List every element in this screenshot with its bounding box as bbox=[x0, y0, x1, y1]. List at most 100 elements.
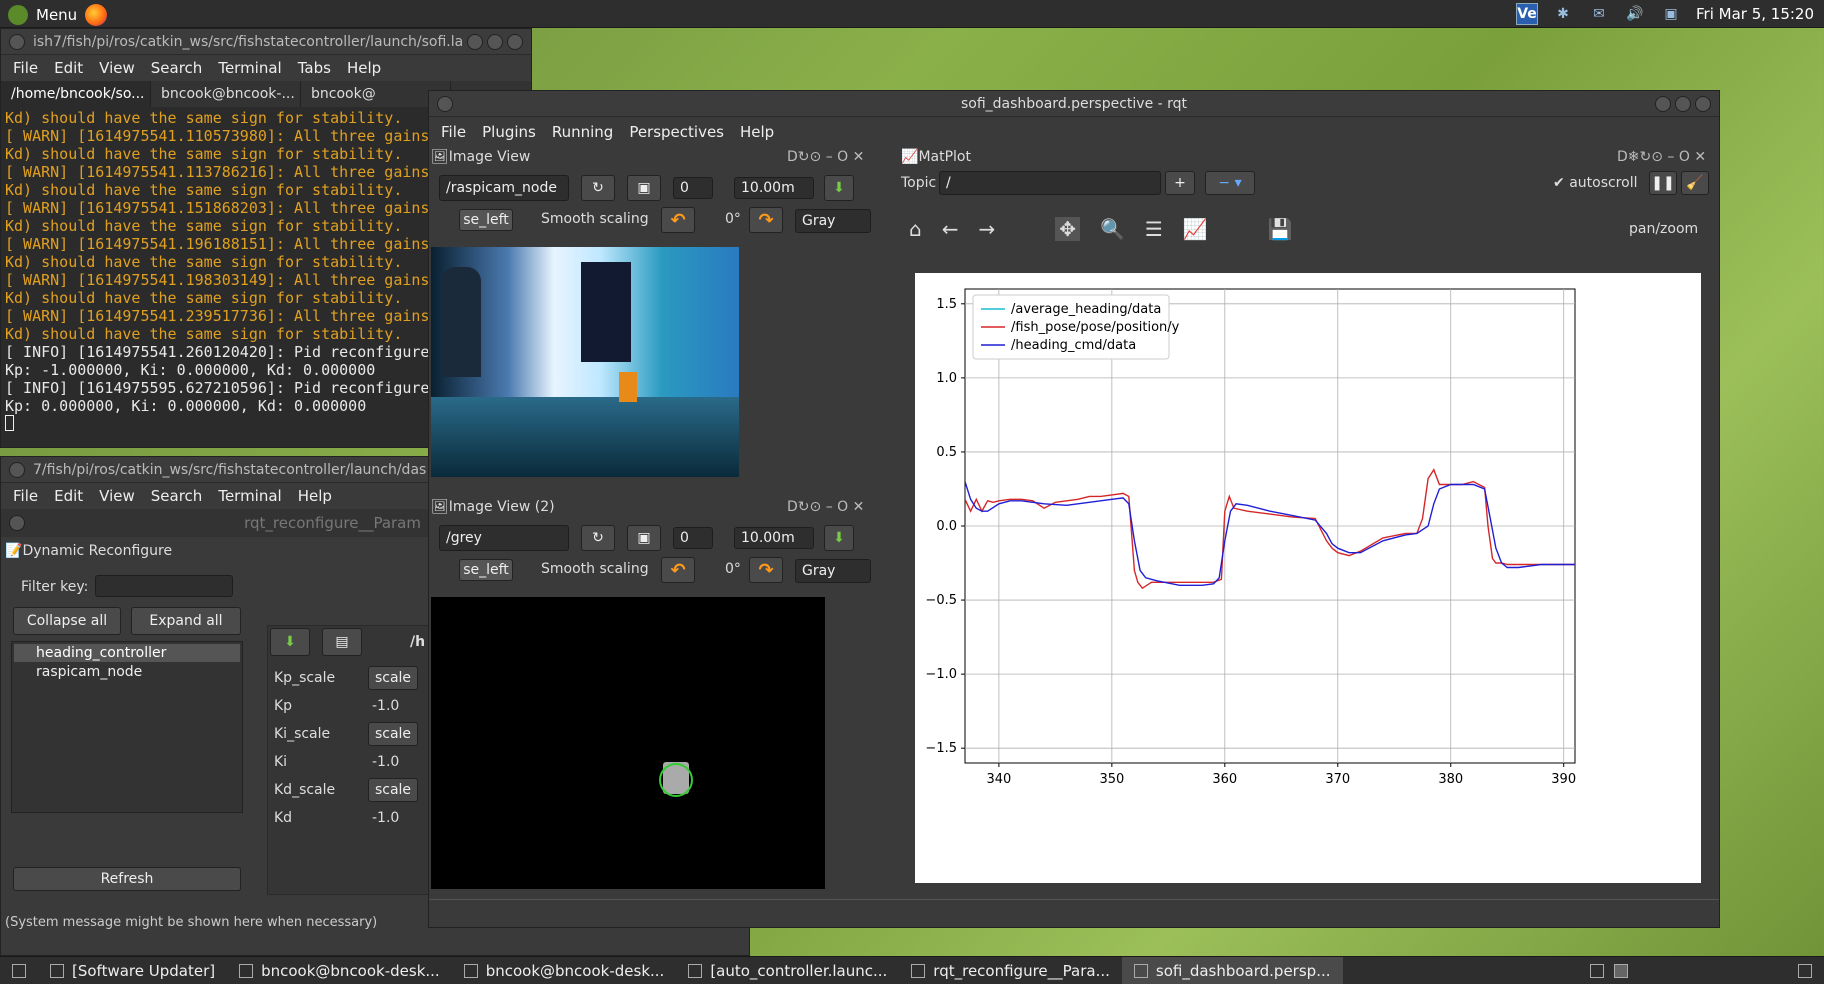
close-icon[interactable] bbox=[437, 96, 453, 112]
save-image-icon[interactable]: ▣ bbox=[627, 175, 661, 201]
t1-menu-view[interactable]: View bbox=[99, 59, 135, 77]
dock-controls[interactable]: D↻⊙ – O ✕ bbox=[787, 149, 865, 165]
workspace-switcher[interactable] bbox=[1590, 963, 1824, 978]
distance-spinbox[interactable]: 10.00m bbox=[734, 527, 814, 549]
home-icon[interactable]: ⌂ bbox=[909, 217, 922, 241]
workspace-1-icon[interactable] bbox=[1590, 963, 1604, 978]
rqt-menu-plugins[interactable]: Plugins bbox=[482, 123, 536, 141]
colormap-select[interactable]: Gray bbox=[795, 209, 871, 233]
minimize-icon[interactable] bbox=[1655, 96, 1671, 112]
smooth-scaling-checkbox[interactable]: Smooth scaling bbox=[541, 211, 649, 227]
topic-select[interactable]: /raspicam_node bbox=[439, 175, 569, 201]
terminal1-titlebar[interactable]: ish7/fish/pi/ros/catkin_ws/src/fishstate… bbox=[1, 29, 531, 55]
close-icon[interactable] bbox=[9, 515, 25, 531]
colormap-select[interactable]: Gray bbox=[795, 559, 871, 583]
back-icon[interactable]: ← bbox=[941, 217, 959, 241]
pan-icon[interactable]: ✥ bbox=[1055, 217, 1080, 241]
publish-icon[interactable]: ⬇ bbox=[824, 175, 854, 201]
chat-icon[interactable]: ✉ bbox=[1593, 6, 1605, 22]
t2-menu-edit[interactable]: Edit bbox=[54, 487, 84, 505]
param-scale-button[interactable]: scale bbox=[368, 666, 418, 690]
remove-topic-icon[interactable]: − ▾ bbox=[1205, 171, 1255, 195]
volume-icon[interactable]: 🔊 bbox=[1626, 6, 1644, 22]
dock-controls[interactable]: D↻⊙ – O ✕ bbox=[787, 499, 865, 515]
rqt-menu-file[interactable]: File bbox=[441, 123, 467, 141]
firefox-icon[interactable] bbox=[85, 4, 108, 26]
rqt-menu-perspectives[interactable]: Perspectives bbox=[629, 123, 724, 141]
terminal-tab[interactable]: bncook@bncook-...✕ bbox=[151, 81, 301, 107]
tree-item-raspicam-node[interactable]: raspicam_node bbox=[36, 664, 143, 680]
clear-icon[interactable]: 🧹 bbox=[1681, 171, 1709, 195]
minimize-icon[interactable] bbox=[467, 33, 483, 50]
topic-select[interactable]: /grey bbox=[439, 525, 569, 551]
plot-canvas[interactable]: 340 350 360 370 380 390 1.5 1.0 0.5 0.0 −0.5 −1.0 −1… bbox=[915, 273, 1701, 883]
save-image-icon[interactable]: ▣ bbox=[627, 525, 661, 551]
t2-menu-view[interactable]: View bbox=[99, 487, 135, 505]
configure-icon[interactable]: ☰ bbox=[1144, 217, 1163, 241]
refresh-button[interactable]: Refresh bbox=[13, 867, 241, 891]
save-icon[interactable]: ⬇ bbox=[270, 628, 310, 656]
start-menu[interactable]: Menu bbox=[8, 4, 108, 26]
close-icon[interactable] bbox=[9, 461, 25, 478]
expand-all-button[interactable]: Expand all bbox=[131, 607, 241, 635]
param-value[interactable]: -1.0 bbox=[372, 810, 400, 826]
rotate-right-icon[interactable]: ↷ bbox=[749, 207, 783, 233]
plot-svg[interactable]: 340 350 360 370 380 390 1.5 1.0 0.5 0.0 −0.5 −1.0 −1… bbox=[915, 273, 1701, 883]
filter-input[interactable] bbox=[95, 575, 233, 597]
t2-menu-help[interactable]: Help bbox=[297, 487, 332, 505]
close-icon[interactable] bbox=[1695, 96, 1711, 112]
collapse-all-button[interactable]: Collapse all bbox=[13, 607, 121, 635]
forward-icon[interactable]: → bbox=[978, 217, 996, 241]
show-desktop-icon[interactable] bbox=[0, 957, 38, 984]
t1-menu-file[interactable]: File bbox=[13, 59, 39, 77]
taskbar-item[interactable]: [Software Updater] bbox=[38, 957, 227, 984]
t1-menu-terminal[interactable]: Terminal bbox=[218, 59, 282, 77]
publish-icon[interactable]: ⬇ bbox=[824, 525, 854, 551]
t2-menu-terminal[interactable]: Terminal bbox=[218, 487, 282, 505]
mouse-topic-field[interactable]: se_left bbox=[459, 209, 513, 231]
close-icon[interactable] bbox=[507, 33, 523, 50]
num-gridlines-spinbox[interactable]: 0 bbox=[673, 527, 713, 549]
dock-controls[interactable]: D❄↻⊙ – O ✕ bbox=[1617, 149, 1707, 165]
axes-icon[interactable]: 📈 bbox=[1182, 217, 1208, 241]
num-gridlines-spinbox[interactable]: 0 bbox=[673, 177, 713, 199]
rqt-titlebar[interactable]: sofi_dashboard.perspective - rqt bbox=[429, 91, 1719, 117]
t1-menu-tabs[interactable]: Tabs bbox=[297, 59, 331, 77]
t2-menu-file[interactable]: File bbox=[13, 487, 39, 505]
t1-menu-search[interactable]: Search bbox=[150, 59, 203, 77]
taskbar-item[interactable]: sofi_dashboard.persp... bbox=[1121, 956, 1343, 984]
taskbar-item[interactable]: bncook@bncook-desk... bbox=[452, 957, 677, 984]
param-value[interactable]: -1.0 bbox=[372, 754, 400, 770]
rqt-menu-running[interactable]: Running bbox=[551, 123, 614, 141]
t2-menu-search[interactable]: Search bbox=[150, 487, 203, 505]
maximize-icon[interactable] bbox=[487, 33, 503, 50]
topic-input[interactable]: / bbox=[939, 171, 1161, 195]
param-scale-button[interactable]: scale bbox=[368, 722, 418, 746]
pause-icon[interactable]: ❚❚ bbox=[1649, 171, 1677, 195]
tree-item-heading-controller[interactable]: heading_controller bbox=[14, 644, 240, 662]
taskbar-item[interactable]: bncook@bncook-desk... bbox=[227, 957, 452, 984]
t1-menu-help[interactable]: Help bbox=[346, 59, 382, 77]
mouse-topic-field[interactable]: se_left bbox=[459, 559, 513, 581]
rotate-left-icon[interactable]: ↶ bbox=[661, 207, 695, 233]
taskbar-item[interactable]: rqt_reconfigure__Para... bbox=[899, 957, 1122, 984]
taskbar-item[interactable]: [auto_controller.launc... bbox=[676, 957, 899, 984]
refresh-icon[interactable]: ↻ bbox=[581, 175, 615, 201]
maximize-icon[interactable] bbox=[1675, 96, 1691, 112]
close-icon[interactable] bbox=[9, 33, 25, 50]
autoscroll-checkbox[interactable]: ✔ autoscroll bbox=[1553, 175, 1638, 191]
rqt-menu-help[interactable]: Help bbox=[740, 123, 775, 141]
add-topic-icon[interactable]: + bbox=[1165, 171, 1195, 195]
rotate-left-icon[interactable]: ↶ bbox=[661, 557, 695, 583]
bluetooth-icon[interactable]: ✱ bbox=[1557, 6, 1569, 22]
terminal-tab[interactable]: /home/bncook/so...✕ bbox=[1, 81, 151, 107]
distance-spinbox[interactable]: 10.00m bbox=[734, 177, 814, 199]
param-scale-button[interactable]: scale bbox=[368, 778, 418, 802]
display-icon[interactable]: ▣ bbox=[1664, 6, 1678, 22]
clock[interactable]: Fri Mar 5, 15:20 bbox=[1695, 5, 1814, 23]
t1-menu-edit[interactable]: Edit bbox=[54, 59, 84, 77]
param-value[interactable]: -1.0 bbox=[372, 698, 400, 714]
workspace-2-icon[interactable] bbox=[1614, 963, 1628, 978]
ve-icon[interactable]: Ve bbox=[1515, 3, 1538, 25]
rotate-right-icon[interactable]: ↷ bbox=[749, 557, 783, 583]
